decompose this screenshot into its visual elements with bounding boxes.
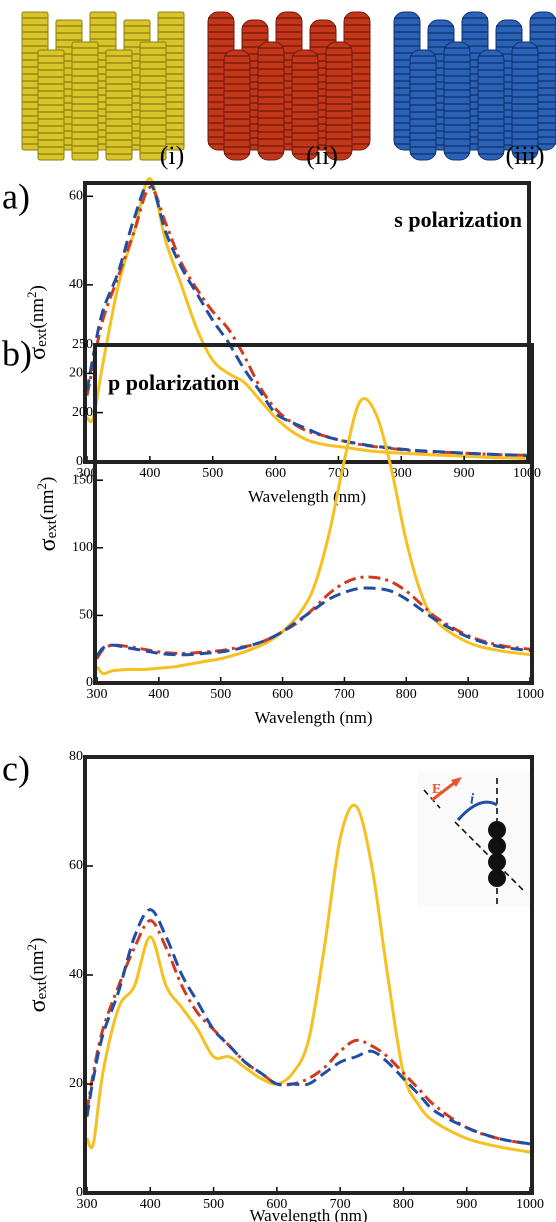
plot-frame: [83, 181, 531, 464]
inset-arc: [456, 800, 498, 821]
y-axis-label-part: σ: [25, 347, 51, 360]
y-axis-label-part: 2: [34, 483, 49, 490]
y-tick-label: 150: [72, 472, 93, 487]
series-line: [95, 397, 531, 676]
y-tick-label: 20: [69, 1076, 83, 1091]
x-tick-label: 400: [148, 687, 169, 702]
render-pillar: [139, 41, 167, 161]
x-tick-label: 400: [140, 1197, 161, 1212]
y-axis-label-part: (nm: [37, 489, 58, 520]
x-tick-label: 600: [265, 466, 286, 481]
series-line: [95, 586, 531, 657]
y-tick-label: 0: [76, 454, 83, 469]
render-pillar: [511, 41, 539, 161]
y-axis-label-part: σ: [25, 999, 51, 1012]
inset-sphere: [488, 853, 506, 871]
inset-arrowhead: [451, 777, 462, 787]
inset-sphere: [488, 869, 506, 887]
y-tick-label: 0: [76, 1185, 83, 1200]
y-axis-label-part: σ: [35, 538, 61, 551]
y-axis-label-part: ): [27, 285, 48, 291]
y-tick-label: 200: [72, 405, 93, 420]
x-tick-label: 400: [139, 466, 160, 481]
render-pillar: [443, 41, 471, 161]
x-tick-label: 700: [334, 687, 355, 702]
series-line: [85, 185, 528, 457]
x-tick-label: 500: [202, 466, 223, 481]
image-label: (ii): [306, 141, 338, 170]
image-label: (iii): [506, 141, 545, 170]
y-axis-label-part: 2: [24, 291, 39, 298]
x-tick-label: 700: [330, 1197, 351, 1212]
render-pillar: [325, 41, 353, 161]
x-tick-label: 300: [87, 687, 108, 702]
y-axis-label-part: (nm: [27, 298, 48, 329]
render-pillar: [257, 41, 285, 161]
y-axis-label-part: ext: [34, 980, 50, 999]
x-tick-label: 700: [328, 466, 349, 481]
x-tick-label: 500: [203, 1197, 224, 1212]
render-pillar: [71, 41, 99, 161]
series-line: [85, 803, 531, 1154]
y-tick-label: 250: [72, 337, 93, 352]
y-tick-label: 60: [69, 858, 83, 873]
render-images: [21, 11, 556, 161]
image-label: (i): [160, 141, 185, 170]
y-axis-label-part: ext: [34, 328, 50, 347]
x-axis-label: Wavelength (nm): [248, 487, 366, 506]
inset-diagram: E i: [418, 772, 530, 907]
plot-frame: [83, 755, 534, 1195]
y-tick-label: 40: [69, 967, 83, 982]
y-tick-label: 80: [69, 749, 83, 764]
plot-frame: [93, 343, 534, 685]
y-axis-label-part: ): [37, 477, 58, 483]
annotation: s polarization: [394, 207, 522, 232]
x-tick-label: 800: [393, 1197, 414, 1212]
inset-dash: [454, 821, 526, 893]
y-axis-label: σext(nm2): [24, 938, 50, 1013]
x-axis-label: Wavelength (nm): [254, 708, 372, 727]
inset-label: E: [432, 782, 441, 797]
y-axis-label-part: ): [27, 938, 48, 944]
inset-sphere: [488, 837, 506, 855]
y-axis-label-part: ext: [44, 519, 60, 538]
x-tick-label: 900: [454, 466, 475, 481]
panel-label: b): [2, 333, 32, 373]
y-axis-label-part: 2: [24, 944, 39, 951]
y-tick-label: 100: [72, 540, 93, 555]
inset-bg: [418, 772, 530, 907]
y-axis-label-part: (nm: [27, 950, 48, 981]
x-tick-label: 1000: [516, 1197, 544, 1212]
x-tick-label: 600: [266, 1197, 287, 1212]
x-tick-label: 800: [391, 466, 412, 481]
y-axis-label: σext(nm2): [24, 285, 50, 360]
series-line: [85, 918, 531, 1146]
annotation: p polarization: [108, 370, 239, 395]
x-tick-label: 900: [456, 1197, 477, 1212]
x-tick-label: 300: [77, 1197, 98, 1212]
x-tick-label: 800: [396, 687, 417, 702]
x-tick-label: 500: [210, 687, 231, 702]
y-tick-label: 60: [69, 189, 83, 204]
inset-sphere: [488, 821, 506, 839]
y-tick-label: 50: [79, 608, 93, 623]
x-tick-label: 900: [458, 687, 479, 702]
x-tick-label: 300: [77, 466, 98, 481]
x-tick-label: 600: [272, 687, 293, 702]
x-tick-label: 1000: [516, 687, 544, 702]
inset-label: i: [470, 791, 475, 807]
x-tick-label: 1000: [513, 466, 541, 481]
panel-label: a): [2, 176, 30, 216]
y-axis-label: σext(nm2): [34, 477, 60, 552]
y-tick-label: 0: [86, 675, 93, 690]
y-tick-label: 40: [69, 277, 83, 292]
series-line: [85, 908, 531, 1146]
panel-label: c): [2, 748, 30, 788]
x-axis-label: Wavelength (nm): [249, 1206, 367, 1222]
y-tick-label: 20: [69, 366, 83, 381]
